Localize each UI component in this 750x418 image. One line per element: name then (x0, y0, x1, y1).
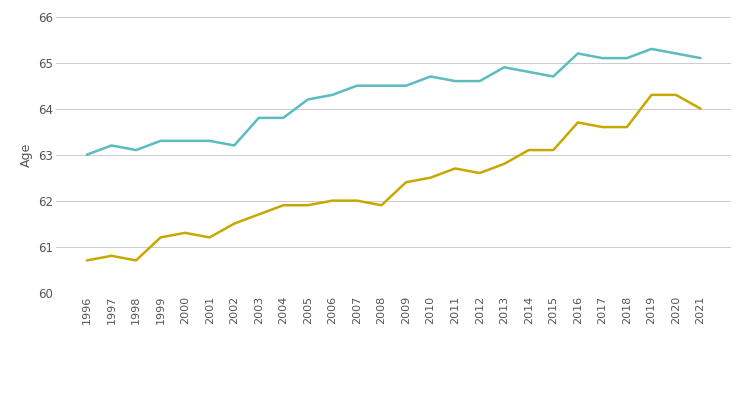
Male (401, 83, 410, 88)
Male (622, 56, 632, 61)
Male (156, 138, 165, 143)
Male (647, 46, 656, 51)
Male (82, 152, 92, 157)
Male (377, 83, 386, 88)
Male (549, 74, 558, 79)
Line: Female: Female (87, 95, 700, 260)
Male (524, 69, 533, 74)
Male (206, 138, 214, 143)
Female (647, 92, 656, 97)
Female (82, 258, 92, 263)
Female (131, 258, 140, 263)
Male (476, 79, 484, 84)
Female (206, 235, 214, 240)
Female (303, 203, 312, 208)
Female (671, 92, 680, 97)
Female (549, 148, 558, 153)
Male (352, 83, 362, 88)
Female (622, 125, 632, 130)
Female (279, 203, 288, 208)
Male (131, 148, 140, 153)
Male (500, 65, 508, 70)
Male (598, 56, 607, 61)
Male (254, 115, 263, 120)
Male (328, 92, 337, 97)
Male (279, 115, 288, 120)
Female (476, 171, 484, 176)
Female (451, 166, 460, 171)
Female (500, 161, 508, 166)
Male (230, 143, 238, 148)
Female (156, 235, 165, 240)
Female (352, 198, 362, 203)
Male (426, 74, 435, 79)
Male (303, 97, 312, 102)
Female (598, 125, 607, 130)
Male (107, 143, 116, 148)
Female (181, 230, 190, 235)
Male (181, 138, 190, 143)
Male (573, 51, 582, 56)
Male (671, 51, 680, 56)
Male (451, 79, 460, 84)
Line: Male: Male (87, 49, 700, 155)
Female (107, 253, 116, 258)
Female (573, 120, 582, 125)
Female (254, 212, 263, 217)
Female (426, 175, 435, 180)
Female (328, 198, 337, 203)
Male (696, 56, 705, 61)
Female (524, 148, 533, 153)
Y-axis label: Age: Age (20, 143, 33, 167)
Female (401, 180, 410, 185)
Female (230, 221, 238, 226)
Female (696, 106, 705, 111)
Female (377, 203, 386, 208)
